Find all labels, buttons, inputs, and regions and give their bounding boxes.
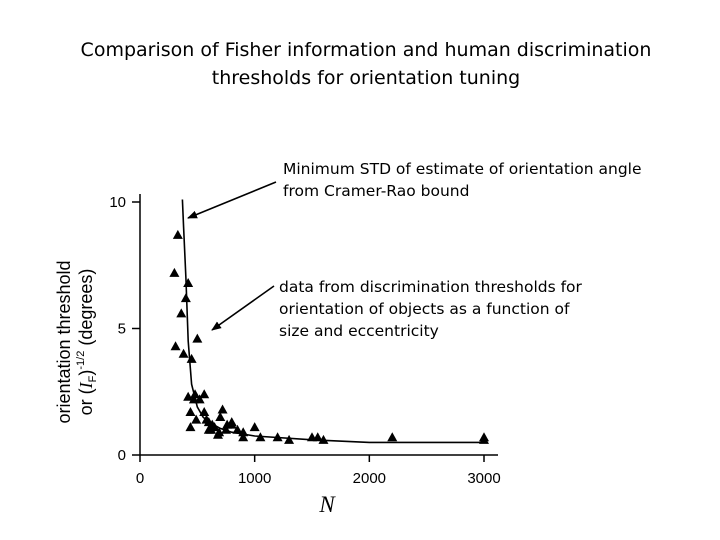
arrow-to-data [211,285,275,331]
data-point [176,308,187,318]
data-point [191,414,202,424]
data-point [199,406,210,416]
y-tick-label: 10 [109,194,126,211]
data-point [221,424,231,434]
data-point [238,432,249,442]
data-point [169,267,180,277]
data-point [272,432,283,442]
annotation-data: data from discrimination thresholds for … [279,276,659,342]
y-tick-label: 5 [118,321,126,338]
data-point [255,432,266,442]
data-point [183,277,194,287]
axis-ticks: 0 5 10 0 1000 2000 3000 [109,194,500,487]
cramer-rao-curve [181,199,484,444]
data-point [185,406,196,416]
annotation-cramer-rao: Minimum STD of estimate of orientation a… [283,158,713,202]
data-point [185,422,196,432]
y-tick-label: 0 [118,447,126,464]
y-axis-label-line-1: orientation threshold [54,260,74,423]
y-axis-label: orientation threshold or (IF)-1/2 (degre… [54,260,99,423]
data-point [312,432,323,442]
x-axis-label: N [318,492,336,517]
data-point [215,412,226,422]
x-tick-label: 0 [136,470,144,487]
y-axis-label-line-2: or (IF)-1/2 (degrees) [75,269,99,416]
data-point [214,427,225,437]
data-point [226,419,237,429]
arrow-to-curve [187,181,277,219]
annotation-arrows [187,181,277,331]
slide-title-line-1: Comparison of Fisher information and hum… [80,39,652,61]
annotation-line: data from discrimination thresholds for [279,278,582,296]
data-point [387,432,398,442]
cramer-rao-line [181,199,484,444]
annotation-line: from Cramer-Rao bound [283,182,470,200]
data-point [284,434,295,444]
data-point [249,422,260,432]
data-point [183,391,194,401]
data-point [318,434,329,444]
data-point [238,427,249,437]
slide-title: Comparison of Fisher information and hum… [0,36,720,92]
data-point [206,424,217,434]
data-point [186,353,197,363]
data-point [192,333,203,343]
data-point [180,293,191,303]
annotation-line: Minimum STD of estimate of orientation a… [283,160,642,178]
x-tick-label: 3000 [467,470,500,487]
data-point [190,389,201,399]
data-points [169,229,489,444]
slide-title-line-2: thresholds for orientation tuning [211,67,521,89]
data-point [178,348,189,358]
annotation-line: orientation of objects as a function of [279,300,570,318]
data-point [199,389,210,399]
x-tick-label: 1000 [238,470,271,487]
annotation-line: size and eccentricity [279,322,439,340]
data-point [479,434,489,444]
data-point [194,394,205,404]
x-tick-label: 2000 [353,470,386,487]
data-point [172,229,183,239]
data-point [232,424,243,434]
axes [139,194,498,456]
data-point [217,404,228,414]
data-point [170,341,181,351]
